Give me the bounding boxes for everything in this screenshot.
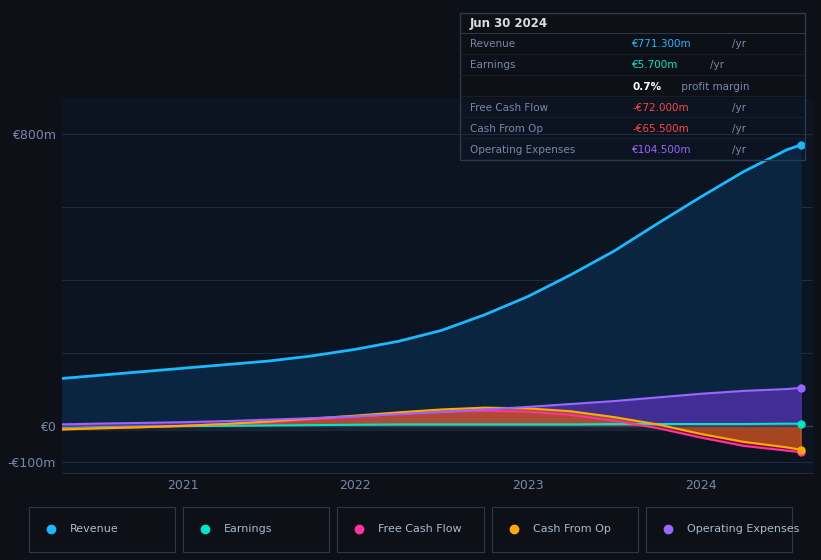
Text: Earnings: Earnings	[224, 524, 273, 534]
Text: Free Cash Flow: Free Cash Flow	[378, 524, 462, 534]
Text: Earnings: Earnings	[470, 60, 516, 71]
Text: €5.700m: €5.700m	[632, 60, 678, 71]
Text: /yr: /yr	[732, 145, 745, 155]
Text: Revenue: Revenue	[70, 524, 118, 534]
Text: /yr: /yr	[732, 103, 745, 113]
Text: Cash From Op: Cash From Op	[470, 124, 544, 134]
Text: Free Cash Flow: Free Cash Flow	[470, 103, 548, 113]
Text: Operating Expenses: Operating Expenses	[687, 524, 800, 534]
Text: profit margin: profit margin	[678, 82, 750, 92]
Text: /yr: /yr	[732, 39, 745, 49]
Text: Operating Expenses: Operating Expenses	[470, 145, 576, 155]
Text: Jun 30 2024: Jun 30 2024	[470, 17, 548, 30]
Text: /yr: /yr	[710, 60, 724, 71]
Text: €104.500m: €104.500m	[632, 145, 691, 155]
Text: -€65.500m: -€65.500m	[632, 124, 689, 134]
Text: €771.300m: €771.300m	[632, 39, 692, 49]
Text: Cash From Op: Cash From Op	[533, 524, 611, 534]
Text: -€72.000m: -€72.000m	[632, 103, 689, 113]
Text: 0.7%: 0.7%	[632, 82, 661, 92]
Text: /yr: /yr	[732, 124, 745, 134]
Text: Revenue: Revenue	[470, 39, 516, 49]
